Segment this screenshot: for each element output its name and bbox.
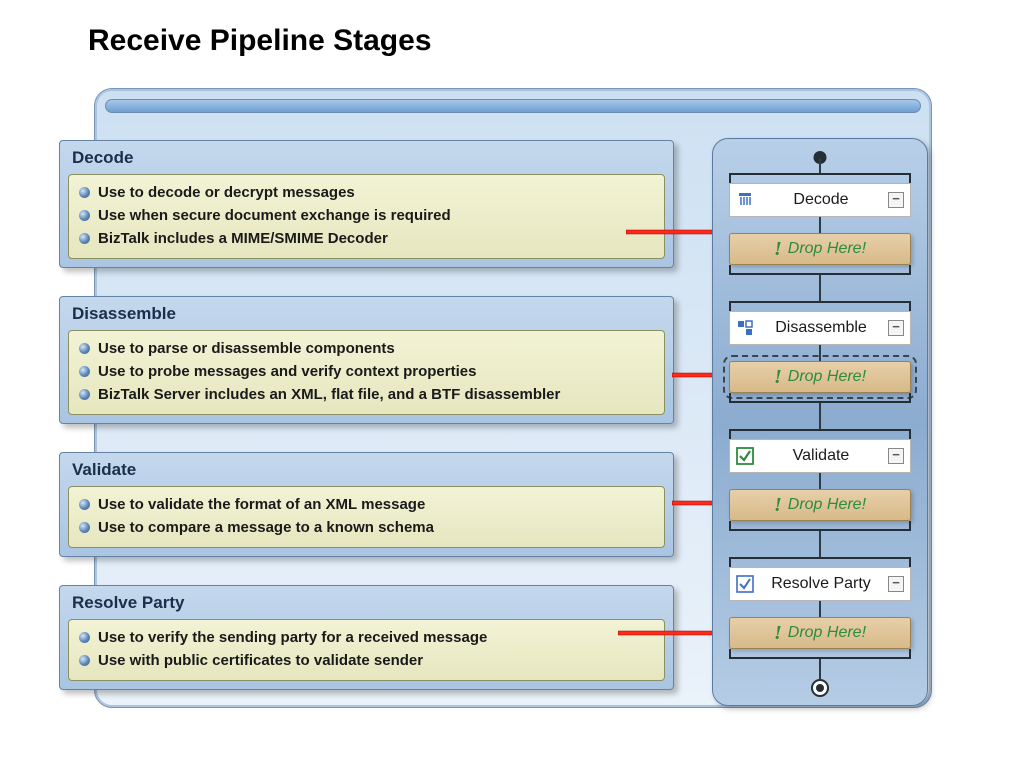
decode-icon (736, 191, 754, 209)
stage-item: Use to validate the format of an XML mes… (79, 493, 654, 516)
bullet-icon (79, 366, 90, 377)
stage-item: Use to verify the sending party for a re… (79, 626, 654, 649)
drop-label: Drop Here! (788, 368, 866, 386)
bullet-icon (79, 522, 90, 533)
bullet-icon (79, 343, 90, 354)
stage-card-disassemble: DisassembleUse to parse or disassemble c… (59, 296, 674, 424)
pipeline-stage-label: Resolve Party (760, 575, 882, 593)
stage-item-text: Use to probe messages and verify context… (98, 363, 476, 380)
bullet-icon (79, 233, 90, 244)
drop-target-validate[interactable]: ! Drop Here! (729, 489, 911, 521)
bullet-icon (79, 187, 90, 198)
stage-item-text: Use to verify the sending party for a re… (98, 629, 487, 646)
stage-card-decode: DecodeUse to decode or decrypt messagesU… (59, 140, 674, 268)
stage-item-text: Use to validate the format of an XML mes… (98, 496, 425, 513)
stage-item-text: Use to parse or disassemble components (98, 340, 395, 357)
pipeline-connector (819, 531, 821, 557)
bullet-icon (79, 499, 90, 510)
resolve-icon (736, 575, 754, 593)
pipeline-stage-header[interactable]: Disassemble− (729, 311, 911, 345)
stage-title: Disassemble (60, 297, 673, 330)
bracket-top (729, 173, 911, 183)
bullet-icon (79, 210, 90, 221)
bracket-top (729, 557, 911, 567)
pipeline-connector (819, 158, 821, 173)
exclamation-icon: ! (774, 622, 782, 645)
pipeline-stage-label: Validate (760, 447, 882, 465)
bracket-bottom (729, 521, 911, 531)
stage-item-text: Use with public certificates to validate… (98, 652, 423, 669)
bullet-icon (79, 389, 90, 400)
drop-label: Drop Here! (788, 624, 866, 642)
stage-item-text: Use when secure document exchange is req… (98, 207, 451, 224)
stage-item: Use with public certificates to validate… (79, 649, 654, 672)
stage-item: Use to probe messages and verify context… (79, 360, 654, 383)
stage-item: Use to compare a message to a known sche… (79, 516, 654, 539)
pipeline-connector (819, 659, 821, 679)
bracket-bottom (729, 649, 911, 659)
bullet-icon (79, 655, 90, 666)
pipeline-stage-header[interactable]: Decode− (729, 183, 911, 217)
collapse-button[interactable]: − (888, 192, 904, 208)
pipeline-panel: Decode−!Drop Here!Disassemble−!Drop Here… (712, 138, 928, 706)
drop-target-disassemble[interactable]: ! Drop Here! (729, 361, 911, 393)
page-title: Receive Pipeline Stages (88, 24, 432, 58)
stage-body: Use to decode or decrypt messages Use whe… (68, 174, 665, 259)
stage-title: Resolve Party (60, 586, 673, 619)
collapse-button[interactable]: − (888, 576, 904, 592)
pipeline-connector (819, 473, 821, 489)
bullet-icon (79, 632, 90, 643)
stage-card-resolve: Resolve Party Use to verify the sending p… (59, 585, 674, 690)
frame-top-bar (105, 99, 921, 113)
stage-body: Use to parse or disassemble components Us… (68, 330, 665, 415)
stage-item: Use when secure document exchange is req… (79, 204, 654, 227)
bracket-bottom (729, 393, 911, 403)
pipeline-stage-label: Disassemble (760, 319, 882, 337)
collapse-button[interactable]: − (888, 320, 904, 336)
stage-body: Use to verify the sending party for a re… (68, 619, 665, 681)
stage-item-text: BizTalk Server includes an XML, flat fil… (98, 386, 560, 403)
validate-icon (736, 447, 754, 465)
pipeline-connector (819, 403, 821, 429)
collapse-button[interactable]: − (888, 448, 904, 464)
stage-item-text: BizTalk includes a MIME/SMIME Decoder (98, 230, 388, 247)
pipeline-stage-header[interactable]: Validate− (729, 439, 911, 473)
stage-item: BizTalk Server includes an XML, flat fil… (79, 383, 654, 406)
exclamation-icon: ! (774, 366, 782, 389)
stage-item-text: Use to compare a message to a known sche… (98, 519, 434, 536)
pipeline-connector (819, 275, 821, 301)
drop-label: Drop Here! (788, 240, 866, 258)
pipeline-end-node (811, 679, 829, 697)
stage-item-text: Use to decode or decrypt messages (98, 184, 355, 201)
pipeline-stage-label: Decode (760, 191, 882, 209)
exclamation-icon: ! (774, 238, 782, 261)
disassemble-icon (736, 319, 754, 337)
drop-target-decode[interactable]: ! Drop Here! (729, 233, 911, 265)
stage-title: Validate (60, 453, 673, 486)
pipeline-connector (819, 345, 821, 361)
bracket-bottom (729, 265, 911, 275)
stage-card-validate: Validate Use to validate the format of an… (59, 452, 674, 557)
stage-item: BizTalk includes a MIME/SMIME Decoder (79, 227, 654, 250)
stage-body: Use to validate the format of an XML mes… (68, 486, 665, 548)
pipeline-stage-header[interactable]: Resolve Party− (729, 567, 911, 601)
stage-title: Decode (60, 141, 673, 174)
exclamation-icon: ! (774, 494, 782, 517)
drop-label: Drop Here! (788, 496, 866, 514)
bracket-top (729, 429, 911, 439)
pipeline-connector (819, 601, 821, 617)
stage-item: Use to decode or decrypt messages (79, 181, 654, 204)
drop-target-resolve[interactable]: ! Drop Here! (729, 617, 911, 649)
stage-item: Use to parse or disassemble components (79, 337, 654, 360)
pipeline-connector (819, 217, 821, 233)
bracket-top (729, 301, 911, 311)
